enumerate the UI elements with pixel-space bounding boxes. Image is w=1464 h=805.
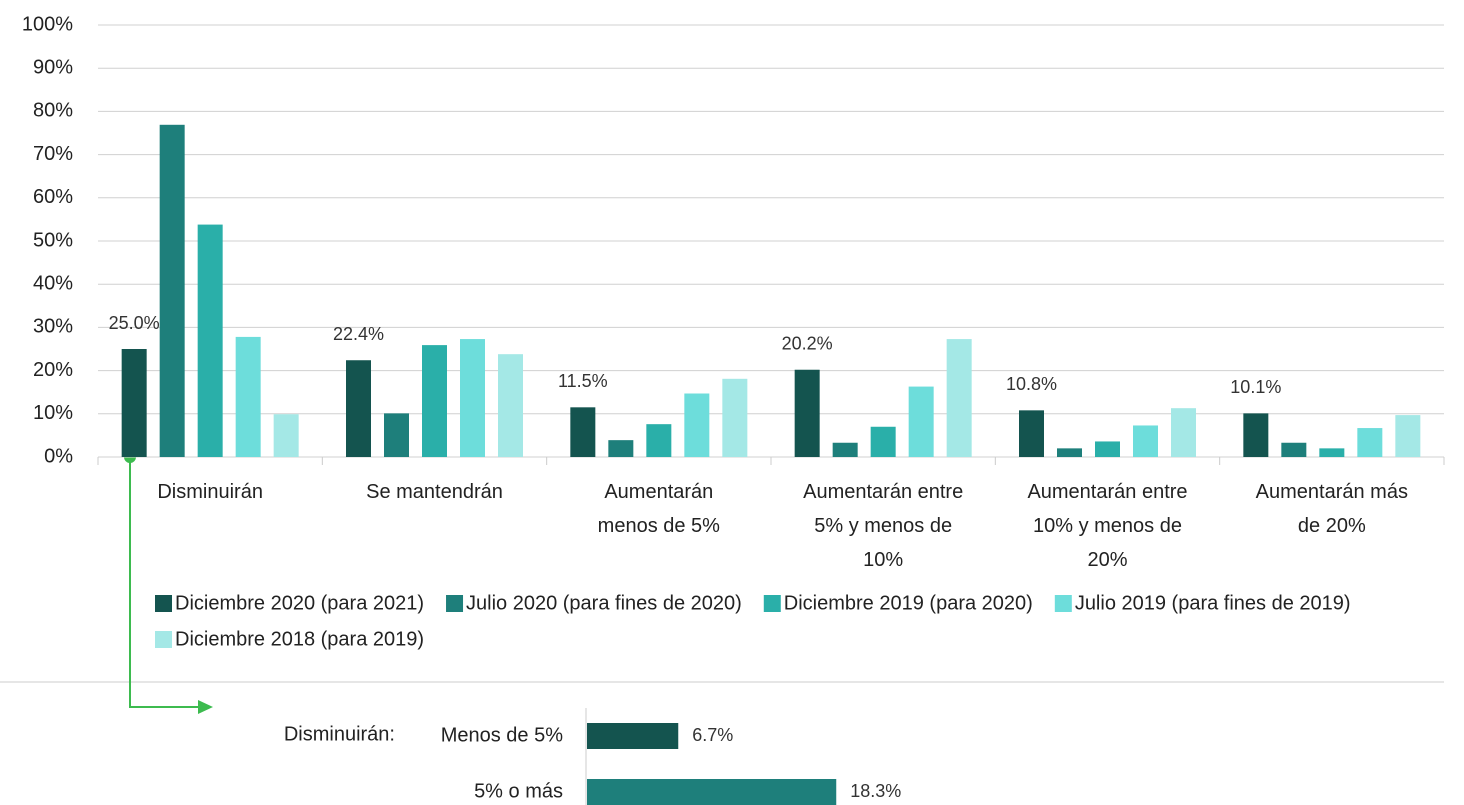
y-tick-label: 0% [44, 445, 73, 467]
x-tick-label-line: 20% [1087, 549, 1127, 571]
x-tick-label: Aumentarán entre 10% y menos de 20% [1027, 481, 1187, 571]
legend-label: Diciembre 2020 (para 2021) [175, 592, 424, 614]
x-tick-label: Aumentarán más de 20% [1256, 481, 1408, 537]
bar [1319, 448, 1345, 457]
bar [794, 369, 820, 457]
x-tick-label-line: 10% [863, 549, 903, 571]
y-tick-label: 20% [33, 359, 73, 381]
x-tick-label-line: Aumentarán [604, 481, 713, 503]
data-label: 22.4% [333, 324, 384, 344]
x-tick-label: Disminuirán [157, 481, 263, 503]
bar [498, 354, 523, 457]
bar [608, 440, 634, 457]
legend-label: Julio 2019 (para fines de 2019) [1075, 592, 1351, 614]
y-tick-label: 50% [33, 229, 73, 251]
legend-label: Julio 2020 (para fines de 2020) [466, 592, 742, 614]
data-label: 20.2% [782, 333, 833, 353]
bar [1133, 425, 1158, 457]
group-label: Disminuirán: [284, 723, 395, 745]
bar [460, 339, 485, 457]
x-tick-label-line: menos de 5% [598, 515, 721, 537]
legend-swatch [155, 631, 172, 648]
legend-label: Diciembre 2019 (para 2020) [784, 592, 1033, 614]
bar [1395, 415, 1421, 457]
legend-swatch [446, 595, 464, 612]
x-tick-label: Aumentarán entre 5% y menos de 10% [803, 481, 963, 571]
y-tick-label: 60% [33, 186, 73, 208]
legend-swatch [155, 595, 172, 612]
bar [832, 442, 858, 457]
data-label: 6.7% [692, 725, 733, 745]
bar [587, 723, 679, 749]
y-tick-label: 90% [33, 56, 73, 78]
x-tick-label-line: 10% y menos de [1033, 515, 1182, 537]
y-tick-label: 30% [33, 316, 73, 338]
bar [1019, 410, 1044, 457]
bar [1095, 441, 1120, 457]
y-tick-label: 10% [33, 402, 73, 424]
y-tick-label: 40% [33, 272, 73, 294]
bar [422, 345, 447, 457]
bar [121, 349, 147, 457]
y-tick-label: 70% [33, 143, 73, 165]
data-label: 18.3% [850, 781, 901, 801]
bar [273, 414, 299, 457]
data-label: 11.5% [558, 371, 608, 391]
bar [197, 224, 223, 457]
bar [1057, 448, 1082, 457]
x-tick-label-line: Aumentarán más [1256, 481, 1408, 503]
x-tick-label: Aumentarán menos de 5% [598, 481, 721, 537]
bar [1281, 442, 1307, 457]
x-tick-label-line: Aumentarán entre [803, 481, 963, 503]
bar [870, 426, 896, 457]
y-tick-label: 80% [33, 100, 73, 122]
arrow-head [198, 700, 213, 714]
bar [587, 779, 837, 805]
legend-swatch [1054, 595, 1072, 612]
bar [159, 124, 185, 458]
bar [722, 378, 748, 457]
bar [1243, 413, 1269, 457]
connector [129, 457, 200, 708]
x-tick-label-line: Se mantendrán [366, 481, 503, 503]
data-label: 25.0% [109, 313, 160, 333]
bar [570, 407, 596, 457]
bar [646, 424, 672, 457]
legend-swatch [763, 595, 781, 612]
x-tick-label-line: Aumentarán entre [1027, 481, 1187, 503]
bar [684, 393, 710, 457]
bar [908, 386, 934, 457]
bar [1357, 428, 1383, 457]
legend-label: Diciembre 2018 (para 2019) [175, 628, 424, 650]
x-tick-label-line: Disminuirán [157, 481, 263, 503]
data-label: 10.1% [1230, 377, 1281, 397]
x-tick-label-line: de 20% [1298, 515, 1366, 537]
bar [235, 336, 261, 457]
y-tick-label: Menos de 5% [441, 724, 564, 746]
bar [946, 339, 972, 457]
x-tick-label-line: 5% y menos de [814, 515, 952, 537]
bar [346, 360, 371, 457]
y-tick-label: 100% [22, 13, 73, 35]
bar [1171, 408, 1196, 457]
data-label: 10.8% [1006, 374, 1057, 394]
x-tick-label: Se mantendrán [366, 481, 503, 503]
y-tick-label: 5% o más [474, 780, 563, 802]
bar [384, 413, 409, 457]
